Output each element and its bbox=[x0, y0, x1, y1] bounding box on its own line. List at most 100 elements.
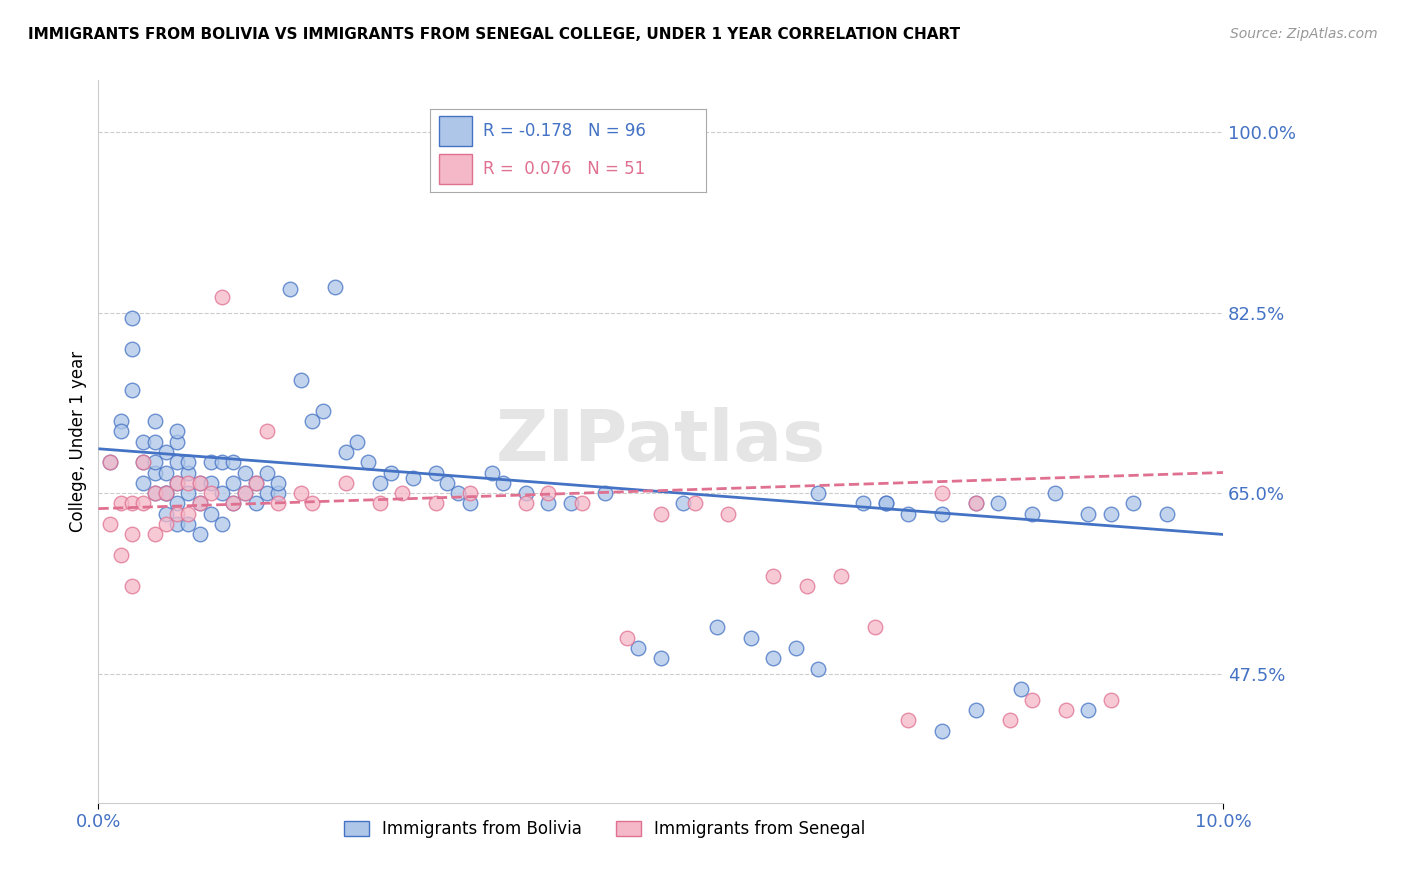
Point bbox=[188, 527, 211, 541]
Point bbox=[177, 455, 200, 469]
Point bbox=[110, 424, 132, 438]
Point bbox=[762, 651, 785, 665]
Point bbox=[965, 703, 987, 717]
Point bbox=[166, 496, 188, 510]
Point bbox=[267, 486, 290, 500]
Point bbox=[233, 486, 256, 500]
Point bbox=[121, 310, 143, 325]
Point bbox=[245, 496, 267, 510]
Point bbox=[177, 475, 200, 490]
Point bbox=[121, 383, 143, 397]
Point bbox=[177, 517, 200, 532]
Point bbox=[166, 475, 188, 490]
Point bbox=[267, 496, 290, 510]
Point bbox=[200, 455, 222, 469]
Point bbox=[267, 475, 290, 490]
Point bbox=[965, 496, 987, 510]
Point bbox=[132, 455, 155, 469]
Point bbox=[515, 496, 537, 510]
Point bbox=[256, 486, 278, 500]
Point bbox=[301, 496, 323, 510]
Point bbox=[335, 445, 357, 459]
Point bbox=[807, 662, 830, 676]
Point bbox=[1077, 507, 1099, 521]
Point bbox=[391, 486, 413, 500]
Point bbox=[1156, 507, 1178, 521]
Point bbox=[166, 424, 188, 438]
Point bbox=[278, 282, 301, 296]
Point bbox=[852, 496, 875, 510]
Point bbox=[177, 486, 200, 500]
Point bbox=[301, 414, 323, 428]
Point bbox=[98, 455, 121, 469]
Point bbox=[245, 475, 267, 490]
Point bbox=[740, 631, 762, 645]
Point bbox=[650, 507, 672, 521]
Point bbox=[132, 496, 155, 510]
Point bbox=[515, 486, 537, 500]
Point bbox=[166, 507, 188, 521]
Point bbox=[537, 486, 560, 500]
Point bbox=[200, 507, 222, 521]
Point bbox=[98, 455, 121, 469]
Point bbox=[380, 466, 402, 480]
Point bbox=[290, 373, 312, 387]
Point bbox=[571, 496, 593, 510]
Point bbox=[1122, 496, 1144, 510]
Point bbox=[233, 466, 256, 480]
Point bbox=[807, 486, 830, 500]
Point bbox=[166, 475, 188, 490]
Point bbox=[132, 455, 155, 469]
Y-axis label: College, Under 1 year: College, Under 1 year bbox=[69, 351, 87, 533]
Point bbox=[425, 466, 447, 480]
Point bbox=[121, 579, 143, 593]
Point bbox=[593, 486, 616, 500]
Point bbox=[188, 475, 211, 490]
Point bbox=[143, 486, 166, 500]
Text: IMMIGRANTS FROM BOLIVIA VS IMMIGRANTS FROM SENEGAL COLLEGE, UNDER 1 YEAR CORRELA: IMMIGRANTS FROM BOLIVIA VS IMMIGRANTS FR… bbox=[28, 27, 960, 42]
Point bbox=[110, 414, 132, 428]
Point bbox=[1099, 507, 1122, 521]
Point bbox=[357, 455, 380, 469]
Point bbox=[211, 290, 233, 304]
Point bbox=[98, 517, 121, 532]
Point bbox=[245, 475, 267, 490]
Point bbox=[110, 496, 132, 510]
Point bbox=[155, 445, 177, 459]
Point bbox=[121, 342, 143, 356]
Point bbox=[1010, 682, 1032, 697]
Point bbox=[458, 486, 481, 500]
Text: ZIPatlas: ZIPatlas bbox=[496, 407, 825, 476]
Point bbox=[1043, 486, 1066, 500]
Point bbox=[897, 713, 920, 727]
Point bbox=[143, 486, 166, 500]
Point bbox=[998, 713, 1021, 727]
Point bbox=[200, 475, 222, 490]
Point bbox=[143, 414, 166, 428]
Point bbox=[312, 403, 335, 417]
Point bbox=[155, 486, 177, 500]
Point bbox=[717, 507, 740, 521]
Point bbox=[762, 568, 785, 582]
Point bbox=[785, 640, 807, 655]
Point bbox=[222, 475, 245, 490]
Point bbox=[965, 496, 987, 510]
Text: Source: ZipAtlas.com: Source: ZipAtlas.com bbox=[1230, 27, 1378, 41]
Point bbox=[211, 455, 233, 469]
Point bbox=[1054, 703, 1077, 717]
Point bbox=[706, 620, 728, 634]
Point bbox=[155, 486, 177, 500]
Point bbox=[143, 466, 166, 480]
Point bbox=[492, 475, 515, 490]
Point bbox=[233, 486, 256, 500]
Point bbox=[256, 466, 278, 480]
Point bbox=[222, 496, 245, 510]
Point bbox=[830, 568, 852, 582]
Point bbox=[1021, 507, 1043, 521]
Point bbox=[323, 279, 346, 293]
Point bbox=[335, 475, 357, 490]
Point bbox=[560, 496, 582, 510]
Point bbox=[155, 466, 177, 480]
Point bbox=[132, 434, 155, 449]
Point bbox=[425, 496, 447, 510]
